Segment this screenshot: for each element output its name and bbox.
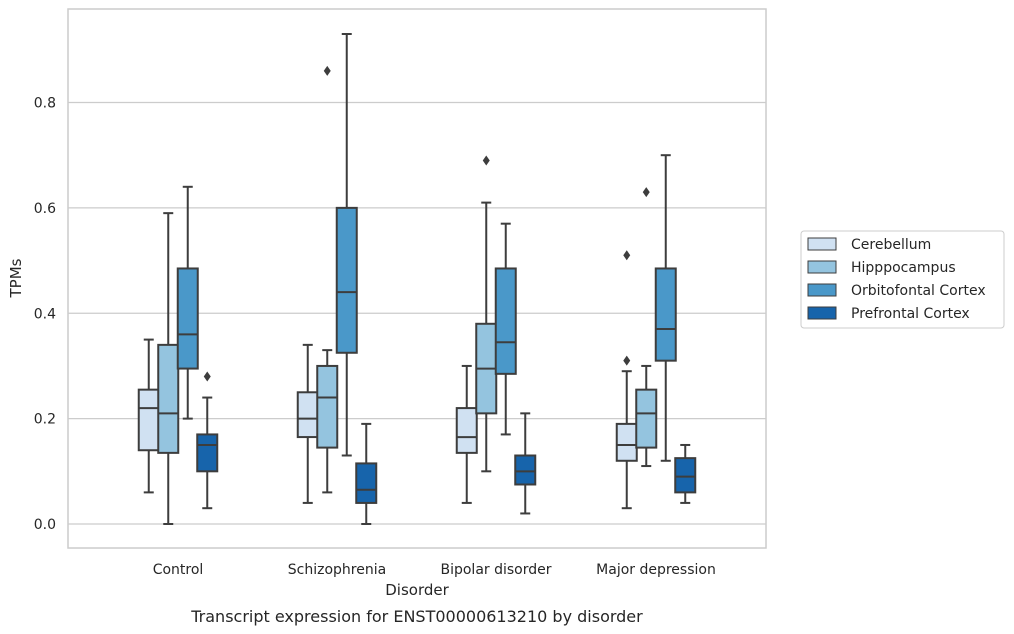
y-tick-label: 0.6: [34, 201, 56, 217]
iqr-box: [335, 206, 358, 354]
plot-area-frame: [67, 8, 767, 549]
x-tick-label: Bipolar disorder: [440, 562, 551, 578]
iqr-box: [157, 343, 180, 454]
y-tick-labels: 0.0 0.2 0.4 0.6 0.8: [34, 96, 56, 534]
box-hipppocampus: [635, 187, 658, 468]
iqr-box: [316, 364, 339, 449]
legend-swatch: [807, 260, 837, 274]
iqr-box: [494, 267, 517, 375]
iqr-box: [514, 454, 537, 486]
box-prefrontal-cortex: [674, 443, 697, 504]
iqr-box: [615, 422, 638, 462]
legend: Cerebellum Hipppocampus Orbitofontal Corte…: [800, 230, 1005, 329]
legend-swatch: [807, 283, 837, 297]
box-cerebellum: [615, 250, 638, 510]
iqr-box: [176, 267, 199, 370]
y-axis-title: TPMs: [7, 258, 25, 298]
x-tick-label: Major depression: [596, 562, 716, 578]
outlier-point: [642, 187, 650, 198]
box-orbitofontal-cortex: [494, 222, 517, 436]
outlier-point: [623, 355, 631, 366]
figure-caption: Transcript expression for ENST0000061321…: [190, 607, 643, 626]
legend-label: Cerebellum: [851, 237, 931, 253]
x-tick-labels: Control Schizophrenia Bipolar disorder Majo…: [153, 562, 716, 578]
box-prefrontal-cortex: [514, 412, 537, 515]
legend-label: Hipppocampus: [851, 260, 956, 276]
legend-label: Prefrontal Cortex: [851, 306, 970, 322]
box-orbitofontal-cortex: [654, 154, 677, 462]
box-cerebellum: [137, 338, 160, 494]
box-hipppocampus: [475, 155, 498, 473]
iqr-box: [196, 433, 219, 473]
iqr-box: [455, 407, 478, 454]
x-tick-label: Control: [153, 562, 204, 578]
box-orbitofontal-cortex: [335, 33, 358, 457]
legend-swatch: [807, 237, 837, 251]
iqr-box: [654, 267, 677, 362]
y-tick-label: 0.8: [34, 96, 56, 112]
outlier-point: [323, 65, 331, 76]
box-hipppocampus: [157, 212, 180, 525]
iqr-box: [635, 388, 658, 449]
box-prefrontal-cortex: [355, 422, 378, 525]
y-tick-label: 0.4: [34, 306, 56, 322]
iqr-box: [296, 391, 319, 439]
iqr-box: [674, 457, 697, 494]
y-tick-label: 0.0: [34, 517, 56, 533]
box-orbitofontal-cortex: [176, 185, 199, 420]
outlier-point: [482, 155, 490, 166]
outlier-point: [623, 250, 631, 261]
iqr-box: [355, 462, 378, 504]
box-cerebellum: [455, 364, 478, 504]
box-cerebellum: [296, 343, 319, 504]
y-tick-label: 0.2: [34, 412, 56, 428]
iqr-box: [137, 388, 160, 452]
x-axis-title: Disorder: [385, 581, 449, 599]
box-prefrontal-cortex: [196, 371, 219, 510]
outlier-point: [203, 371, 211, 382]
legend-frame: [800, 230, 1005, 329]
box-hipppocampus: [316, 65, 339, 494]
x-tick-label: Schizophrenia: [288, 562, 386, 578]
legend-label: Orbitofontal Cortex: [851, 283, 986, 299]
legend-swatch: [807, 306, 837, 320]
box-marks: [137, 33, 697, 525]
